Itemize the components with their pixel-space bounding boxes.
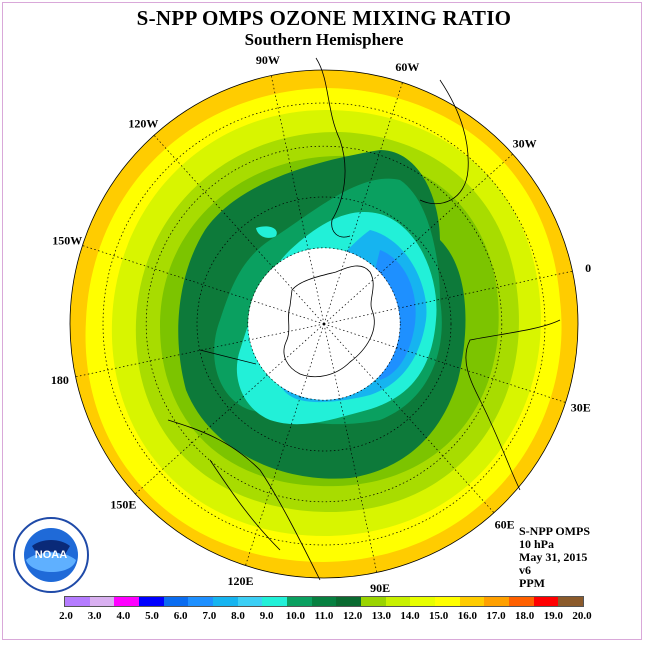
coastlines xyxy=(167,57,561,581)
colorbar-tick-label: 9.0 xyxy=(259,610,274,622)
page-title: S-NPP OMPS OZONE MIXING RATIO xyxy=(136,6,512,30)
map-border xyxy=(69,69,579,579)
graticule xyxy=(75,75,573,573)
colorbar-segment xyxy=(237,597,263,606)
colorbar-segment xyxy=(509,597,534,606)
info-block: S-NPP OMPS 10 hPa May 31, 2015 v6 PPM xyxy=(519,525,629,590)
colorbar-segment xyxy=(89,597,115,606)
longitude-labels: 90W 60W 30W 0 30E 60E 90E 120E 150E 180 150W 120W xyxy=(51,53,591,595)
colorbar-tick-label: 7.0 xyxy=(202,610,217,622)
colorbar-segment xyxy=(188,597,214,606)
colorbar-segment xyxy=(336,597,362,606)
colorbar-segment xyxy=(558,597,584,606)
colorbar-segment xyxy=(262,597,288,606)
colorbar-tick-label: 4.0 xyxy=(116,610,131,622)
longitude-label: 180 xyxy=(51,373,69,387)
longitude-label: 30W xyxy=(513,136,537,150)
info-level: 10 hPa xyxy=(519,537,555,551)
colorbar-tick-label: 18.0 xyxy=(515,610,535,622)
longitude-label: 120W xyxy=(128,116,158,130)
colorbar-tick-label: 13.0 xyxy=(371,610,391,622)
longitude-label: 90E xyxy=(370,581,390,595)
longitude-label: 60E xyxy=(495,518,515,532)
colorbar-segment xyxy=(311,597,337,606)
colorbar-tick-label: 15.0 xyxy=(429,610,449,622)
colorbar-segment xyxy=(484,597,510,606)
page-subtitle: Southern Hemisphere xyxy=(244,30,404,49)
colorbar-segment xyxy=(65,597,90,606)
colorbar-tick-label: 20.0 xyxy=(572,610,592,622)
colorbar-tick-label: 5.0 xyxy=(145,610,159,622)
longitude-label: 120E xyxy=(228,574,254,588)
colorbar-tick-label: 8.0 xyxy=(231,610,245,622)
latitude-circle xyxy=(196,196,452,452)
colorbar-tick-label: 11.0 xyxy=(314,610,334,622)
colorbar-segment xyxy=(435,597,460,606)
colorbar-tick-label: 19.0 xyxy=(543,610,563,622)
colorbar-labels: 2.0 3.0 4.0 5.0 6.0 7.0 8.0 9.0 10.0 11.0 12.0 13.0… xyxy=(0,610,648,624)
info-instrument: S-NPP OMPS xyxy=(519,524,590,538)
ozone-contours xyxy=(70,70,578,578)
info-units: PPM xyxy=(519,576,545,590)
colorbar-segment xyxy=(533,597,559,606)
longitude-label: 0 xyxy=(585,261,591,275)
colorbar-segment xyxy=(410,597,436,606)
latitude-circle xyxy=(247,247,401,401)
colorbar-segment xyxy=(361,597,386,606)
colorbar-segment xyxy=(139,597,164,606)
colorbar-segment xyxy=(287,597,312,606)
colorbar-segment xyxy=(385,597,411,606)
longitude-label: 150E xyxy=(110,498,136,512)
colorbar-tick-label: 6.0 xyxy=(173,610,188,622)
info-date: May 31, 2015 xyxy=(519,550,588,564)
colorbar-tick-label: 2.0 xyxy=(59,610,73,622)
latitude-circle xyxy=(145,145,503,503)
longitude-label: 150W xyxy=(52,234,82,248)
noaa-logo-icon: NOAA xyxy=(13,517,89,593)
longitude-label: 90W xyxy=(256,53,280,67)
colorbar-tick-label: 16.0 xyxy=(457,610,477,622)
longitude-label: 60W xyxy=(395,60,419,74)
colorbar-tick-label: 3.0 xyxy=(87,610,102,622)
colorbar-segment xyxy=(114,597,140,606)
latitude-circle xyxy=(102,102,546,546)
colorbar-tick-label: 17.0 xyxy=(486,610,506,622)
colorbar-segment xyxy=(459,597,485,606)
colorbar xyxy=(64,596,584,607)
colorbar-tick-label: 10.0 xyxy=(285,610,305,622)
logo-text: NOAA xyxy=(35,549,67,561)
info-version: v6 xyxy=(519,563,531,577)
colorbar-tick-label: 12.0 xyxy=(343,610,363,622)
contour-9b xyxy=(256,226,277,238)
colorbar-segment xyxy=(163,597,189,606)
colorbar-tick-label: 14.0 xyxy=(400,610,420,622)
longitude-label: 30E xyxy=(571,400,591,414)
colorbar-segment xyxy=(213,597,238,606)
